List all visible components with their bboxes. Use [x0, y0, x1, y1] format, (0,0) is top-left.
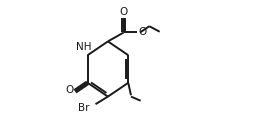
Text: O: O — [66, 85, 74, 95]
Text: O: O — [120, 7, 128, 17]
Text: NH: NH — [76, 42, 92, 52]
Text: Br: Br — [79, 103, 90, 113]
Text: O: O — [138, 27, 147, 37]
